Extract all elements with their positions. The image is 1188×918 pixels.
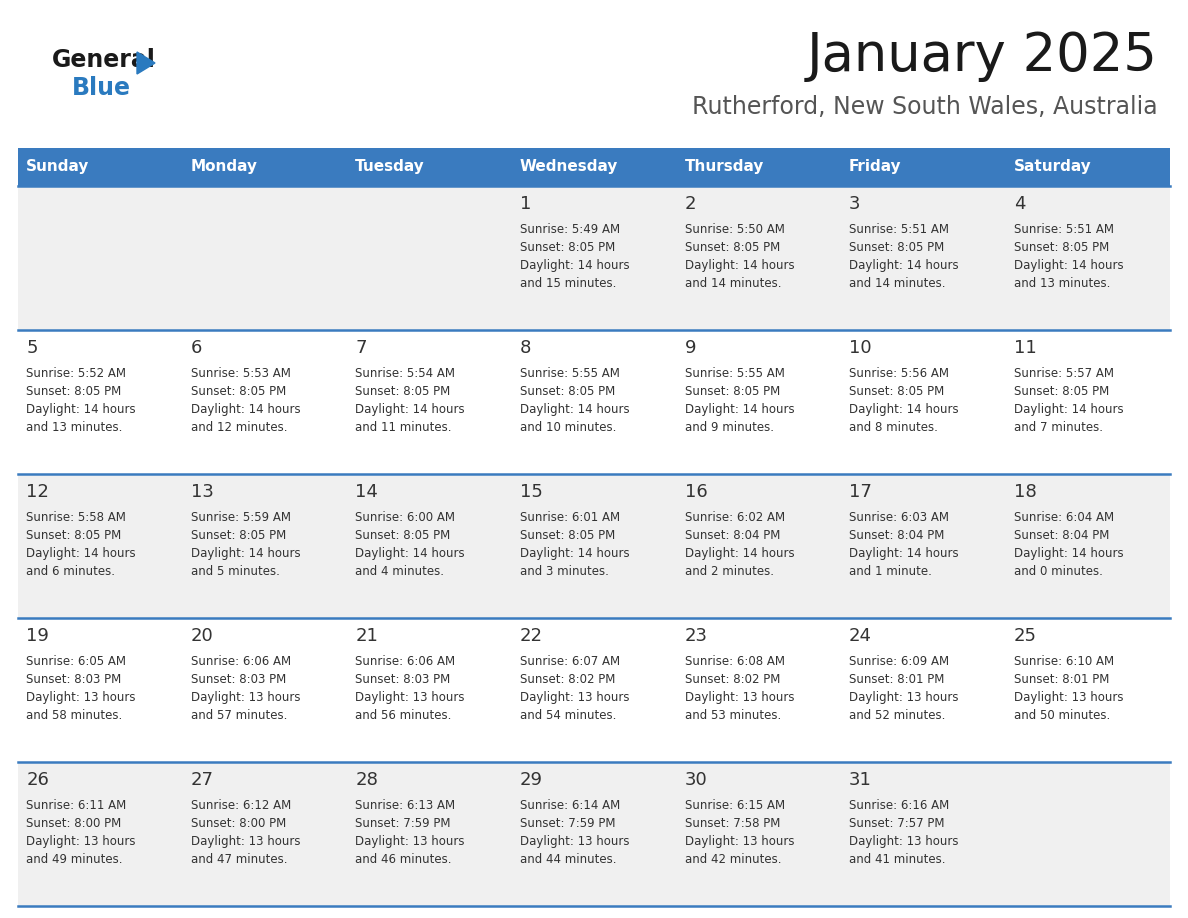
Text: Sunrise: 5:59 AM
Sunset: 8:05 PM
Daylight: 14 hours
and 5 minutes.: Sunrise: 5:59 AM Sunset: 8:05 PM Dayligh… [191, 511, 301, 578]
Text: Sunrise: 6:15 AM
Sunset: 7:58 PM
Daylight: 13 hours
and 42 minutes.: Sunrise: 6:15 AM Sunset: 7:58 PM Dayligh… [684, 800, 794, 867]
Text: Sunrise: 6:07 AM
Sunset: 8:02 PM
Daylight: 13 hours
and 54 minutes.: Sunrise: 6:07 AM Sunset: 8:02 PM Dayligh… [520, 655, 630, 722]
Text: 13: 13 [191, 483, 214, 500]
Text: Monday: Monday [191, 160, 258, 174]
Text: Wednesday: Wednesday [520, 160, 618, 174]
Text: 21: 21 [355, 627, 378, 644]
Text: Sunrise: 6:00 AM
Sunset: 8:05 PM
Daylight: 14 hours
and 4 minutes.: Sunrise: 6:00 AM Sunset: 8:05 PM Dayligh… [355, 511, 465, 578]
Text: Sunrise: 6:06 AM
Sunset: 8:03 PM
Daylight: 13 hours
and 57 minutes.: Sunrise: 6:06 AM Sunset: 8:03 PM Dayligh… [191, 655, 301, 722]
Text: 7: 7 [355, 339, 367, 356]
Text: Sunrise: 6:11 AM
Sunset: 8:00 PM
Daylight: 13 hours
and 49 minutes.: Sunrise: 6:11 AM Sunset: 8:00 PM Dayligh… [26, 800, 135, 867]
Bar [18, 148, 183, 186]
Text: Sunrise: 6:09 AM
Sunset: 8:01 PM
Daylight: 13 hours
and 52 minutes.: Sunrise: 6:09 AM Sunset: 8:01 PM Dayligh… [849, 655, 959, 722]
Text: Sunrise: 5:51 AM
Sunset: 8:05 PM
Daylight: 14 hours
and 13 minutes.: Sunrise: 5:51 AM Sunset: 8:05 PM Dayligh… [1013, 223, 1124, 290]
Text: 20: 20 [191, 627, 214, 644]
Bar [18, 762, 1170, 906]
Bar [676, 148, 841, 186]
Text: 24: 24 [849, 627, 872, 644]
Text: 6: 6 [191, 339, 202, 356]
Text: Sunrise: 6:01 AM
Sunset: 8:05 PM
Daylight: 14 hours
and 3 minutes.: Sunrise: 6:01 AM Sunset: 8:05 PM Dayligh… [520, 511, 630, 578]
Bar [183, 148, 347, 186]
Bar [18, 474, 1170, 618]
Text: Sunrise: 5:54 AM
Sunset: 8:05 PM
Daylight: 14 hours
and 11 minutes.: Sunrise: 5:54 AM Sunset: 8:05 PM Dayligh… [355, 367, 465, 434]
Text: 4: 4 [1013, 195, 1025, 213]
Text: Sunrise: 6:05 AM
Sunset: 8:03 PM
Daylight: 13 hours
and 58 minutes.: Sunrise: 6:05 AM Sunset: 8:03 PM Dayligh… [26, 655, 135, 722]
Text: Friday: Friday [849, 160, 902, 174]
Text: Sunrise: 6:13 AM
Sunset: 7:59 PM
Daylight: 13 hours
and 46 minutes.: Sunrise: 6:13 AM Sunset: 7:59 PM Dayligh… [355, 800, 465, 867]
Text: 31: 31 [849, 770, 872, 789]
Text: Sunrise: 6:14 AM
Sunset: 7:59 PM
Daylight: 13 hours
and 44 minutes.: Sunrise: 6:14 AM Sunset: 7:59 PM Dayligh… [520, 800, 630, 867]
Text: 19: 19 [26, 627, 49, 644]
Text: 2: 2 [684, 195, 696, 213]
Text: Sunrise: 5:58 AM
Sunset: 8:05 PM
Daylight: 14 hours
and 6 minutes.: Sunrise: 5:58 AM Sunset: 8:05 PM Dayligh… [26, 511, 135, 578]
Bar [841, 148, 1005, 186]
Text: 15: 15 [520, 483, 543, 500]
Text: Tuesday: Tuesday [355, 160, 425, 174]
Text: 17: 17 [849, 483, 872, 500]
Text: Sunrise: 5:57 AM
Sunset: 8:05 PM
Daylight: 14 hours
and 7 minutes.: Sunrise: 5:57 AM Sunset: 8:05 PM Dayligh… [1013, 367, 1124, 434]
Text: Thursday: Thursday [684, 160, 764, 174]
Polygon shape [137, 52, 154, 74]
Text: Sunrise: 5:55 AM
Sunset: 8:05 PM
Daylight: 14 hours
and 9 minutes.: Sunrise: 5:55 AM Sunset: 8:05 PM Dayligh… [684, 367, 794, 434]
Text: Sunrise: 5:51 AM
Sunset: 8:05 PM
Daylight: 14 hours
and 14 minutes.: Sunrise: 5:51 AM Sunset: 8:05 PM Dayligh… [849, 223, 959, 290]
Text: Blue: Blue [72, 76, 131, 100]
Text: Sunrise: 6:03 AM
Sunset: 8:04 PM
Daylight: 14 hours
and 1 minute.: Sunrise: 6:03 AM Sunset: 8:04 PM Dayligh… [849, 511, 959, 578]
Text: 16: 16 [684, 483, 707, 500]
Text: Sunrise: 5:55 AM
Sunset: 8:05 PM
Daylight: 14 hours
and 10 minutes.: Sunrise: 5:55 AM Sunset: 8:05 PM Dayligh… [520, 367, 630, 434]
Text: 10: 10 [849, 339, 872, 356]
Text: 29: 29 [520, 770, 543, 789]
Bar [512, 148, 676, 186]
Text: 11: 11 [1013, 339, 1036, 356]
Text: Sunrise: 5:52 AM
Sunset: 8:05 PM
Daylight: 14 hours
and 13 minutes.: Sunrise: 5:52 AM Sunset: 8:05 PM Dayligh… [26, 367, 135, 434]
Text: 30: 30 [684, 770, 707, 789]
Bar [1005, 148, 1170, 186]
Bar [18, 186, 1170, 330]
Text: 9: 9 [684, 339, 696, 356]
Text: Sunrise: 5:49 AM
Sunset: 8:05 PM
Daylight: 14 hours
and 15 minutes.: Sunrise: 5:49 AM Sunset: 8:05 PM Dayligh… [520, 223, 630, 290]
Text: 5: 5 [26, 339, 38, 356]
Text: Sunrise: 6:06 AM
Sunset: 8:03 PM
Daylight: 13 hours
and 56 minutes.: Sunrise: 6:06 AM Sunset: 8:03 PM Dayligh… [355, 655, 465, 722]
Bar [18, 330, 1170, 474]
Text: 3: 3 [849, 195, 860, 213]
Text: General: General [52, 48, 156, 72]
Text: Rutherford, New South Wales, Australia: Rutherford, New South Wales, Australia [693, 95, 1158, 119]
Text: 25: 25 [1013, 627, 1037, 644]
Text: Saturday: Saturday [1013, 160, 1092, 174]
Text: 26: 26 [26, 770, 49, 789]
Bar [347, 148, 512, 186]
Text: Sunrise: 6:04 AM
Sunset: 8:04 PM
Daylight: 14 hours
and 0 minutes.: Sunrise: 6:04 AM Sunset: 8:04 PM Dayligh… [1013, 511, 1124, 578]
Text: Sunrise: 6:10 AM
Sunset: 8:01 PM
Daylight: 13 hours
and 50 minutes.: Sunrise: 6:10 AM Sunset: 8:01 PM Dayligh… [1013, 655, 1123, 722]
Text: 12: 12 [26, 483, 49, 500]
Text: 23: 23 [684, 627, 708, 644]
Text: Sunday: Sunday [26, 160, 89, 174]
Text: Sunrise: 5:50 AM
Sunset: 8:05 PM
Daylight: 14 hours
and 14 minutes.: Sunrise: 5:50 AM Sunset: 8:05 PM Dayligh… [684, 223, 794, 290]
Bar [18, 618, 1170, 762]
Text: 14: 14 [355, 483, 378, 500]
Text: Sunrise: 5:53 AM
Sunset: 8:05 PM
Daylight: 14 hours
and 12 minutes.: Sunrise: 5:53 AM Sunset: 8:05 PM Dayligh… [191, 367, 301, 434]
Text: Sunrise: 6:08 AM
Sunset: 8:02 PM
Daylight: 13 hours
and 53 minutes.: Sunrise: 6:08 AM Sunset: 8:02 PM Dayligh… [684, 655, 794, 722]
Text: Sunrise: 5:56 AM
Sunset: 8:05 PM
Daylight: 14 hours
and 8 minutes.: Sunrise: 5:56 AM Sunset: 8:05 PM Dayligh… [849, 367, 959, 434]
Text: 22: 22 [520, 627, 543, 644]
Text: 27: 27 [191, 770, 214, 789]
Text: 28: 28 [355, 770, 378, 789]
Text: Sunrise: 6:02 AM
Sunset: 8:04 PM
Daylight: 14 hours
and 2 minutes.: Sunrise: 6:02 AM Sunset: 8:04 PM Dayligh… [684, 511, 794, 578]
Text: 8: 8 [520, 339, 531, 356]
Text: Sunrise: 6:12 AM
Sunset: 8:00 PM
Daylight: 13 hours
and 47 minutes.: Sunrise: 6:12 AM Sunset: 8:00 PM Dayligh… [191, 800, 301, 867]
Text: 18: 18 [1013, 483, 1036, 500]
Text: January 2025: January 2025 [807, 30, 1158, 82]
Text: 1: 1 [520, 195, 531, 213]
Text: Sunrise: 6:16 AM
Sunset: 7:57 PM
Daylight: 13 hours
and 41 minutes.: Sunrise: 6:16 AM Sunset: 7:57 PM Dayligh… [849, 800, 959, 867]
